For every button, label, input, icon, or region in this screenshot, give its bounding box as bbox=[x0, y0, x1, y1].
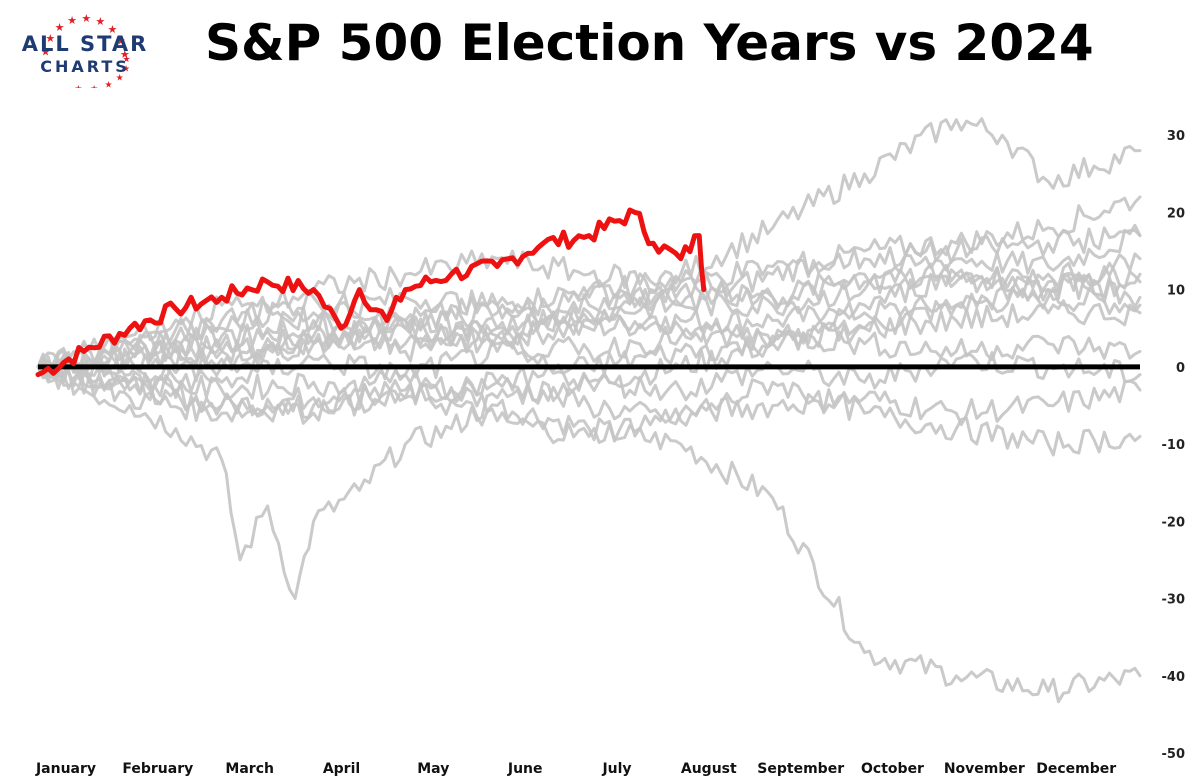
logo-star-icon: ★ bbox=[107, 24, 117, 36]
series-line-history-9 bbox=[36, 359, 1142, 457]
series-line-history-12 bbox=[36, 310, 1142, 378]
series-line-history-7 bbox=[36, 365, 1142, 445]
logo-star-icon: ★ bbox=[122, 54, 130, 64]
y-tick-label: -10 bbox=[1162, 438, 1186, 453]
logo-star-icon: ★ bbox=[90, 83, 98, 88]
logo-star-icon: ★ bbox=[81, 13, 91, 25]
series-line-history-5 bbox=[36, 195, 1142, 376]
y-tick-label: -50 bbox=[1162, 747, 1186, 762]
logo-star-icon: ★ bbox=[55, 22, 65, 34]
x-tick-label-august: August bbox=[681, 761, 737, 777]
series-line-history-2 bbox=[36, 365, 1142, 704]
y-tick-label: 10 bbox=[1167, 284, 1185, 299]
y-tick-label: 20 bbox=[1167, 206, 1185, 221]
logo-star-icon: ★ bbox=[105, 80, 113, 89]
highlight-layer bbox=[35, 207, 707, 378]
x-tick-label-march: March bbox=[225, 761, 274, 777]
x-tick-label-june: June bbox=[507, 761, 543, 777]
logo-star-icon: ★ bbox=[116, 73, 124, 83]
x-tick-label-july: July bbox=[601, 761, 631, 777]
x-axis: January February March April May June July Augu… bbox=[35, 761, 1116, 777]
all-star-charts-logo: ★★★★★★★★★★★★★★★ ALL STAR CHARTS bbox=[10, 8, 160, 88]
logo-star-icon: ★ bbox=[95, 16, 105, 28]
series-line-history-10 bbox=[36, 226, 1142, 370]
logo-star-icon: ★ bbox=[120, 49, 130, 61]
x-tick-label-november: November bbox=[944, 761, 1025, 777]
logo-star-icon: ★ bbox=[116, 35, 126, 47]
series-line-history-4 bbox=[36, 117, 1142, 378]
stars-arc-icon: ★★★★★★★★★★★★★★★ bbox=[41, 13, 131, 89]
x-tick-label-january: January bbox=[35, 761, 96, 777]
logo-line-2: CHARTS bbox=[40, 57, 130, 76]
x-tick-label-october: October bbox=[861, 761, 924, 777]
series-line-history-13 bbox=[36, 339, 1142, 402]
x-tick-label-december: December bbox=[1036, 761, 1116, 777]
series-line-history-8 bbox=[36, 261, 1142, 378]
x-tick-label-september: September bbox=[757, 761, 844, 777]
chart-title: S&P 500 Election Years vs 2024 bbox=[205, 14, 1094, 72]
y-tick-label: -40 bbox=[1162, 670, 1186, 685]
logo-star-icon: ★ bbox=[41, 47, 51, 59]
logo-star-icon: ★ bbox=[67, 15, 77, 27]
y-tick-label: -20 bbox=[1162, 515, 1186, 530]
logo-star-icon: ★ bbox=[45, 33, 55, 45]
x-tick-label-april: April bbox=[323, 761, 360, 777]
y-tick-label: 0 bbox=[1176, 361, 1185, 376]
logo-star-icon: ★ bbox=[74, 84, 82, 88]
series-layer bbox=[36, 117, 1142, 704]
x-tick-label-may: May bbox=[417, 761, 449, 777]
x-tick-label-february: February bbox=[122, 761, 193, 777]
y-tick-label: -30 bbox=[1162, 593, 1186, 608]
series-line-2024 bbox=[35, 207, 707, 378]
y-axis: 30 20 10 0 -10 -20 -30 -40 -50 bbox=[1162, 129, 1186, 762]
logo-star-icon: ★ bbox=[122, 64, 130, 74]
y-tick-label: 30 bbox=[1167, 129, 1185, 144]
logo-line-1: ALL STAR bbox=[21, 32, 149, 56]
